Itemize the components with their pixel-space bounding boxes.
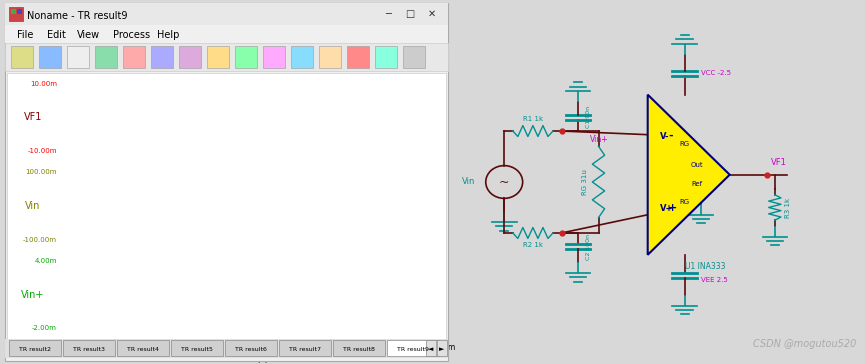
Text: Vin+: Vin+ (590, 135, 609, 144)
Text: R3 1k: R3 1k (785, 197, 791, 218)
Bar (171, 340, 223, 356)
Text: View: View (77, 30, 100, 40)
Text: ►: ► (439, 346, 445, 352)
Text: Out: Out (690, 162, 703, 169)
Bar (291, 46, 313, 68)
Bar (39, 46, 61, 68)
Text: Vin: Vin (25, 201, 41, 211)
Text: CSDN @mogutou520: CSDN @mogutou520 (753, 340, 857, 349)
Text: ─: ─ (385, 9, 391, 19)
Text: Vin: Vin (462, 178, 476, 186)
Text: 100.00m: 100.00m (25, 169, 57, 175)
Text: ~: ~ (499, 175, 509, 189)
Bar (5, 43, 448, 71)
Bar (9, 7, 23, 21)
Text: 4.00m: 4.00m (35, 258, 57, 264)
Text: 10.00m: 10.00m (30, 81, 57, 87)
Bar (5, 3, 448, 25)
Text: Edit: Edit (47, 30, 66, 40)
Text: R2 1k: R2 1k (523, 242, 543, 248)
Text: TR result8: TR result8 (343, 347, 375, 352)
Bar (11, 9, 16, 14)
Bar (387, 340, 439, 356)
Bar (279, 340, 331, 356)
Text: ✕: ✕ (428, 9, 436, 19)
Text: VF1: VF1 (24, 112, 42, 122)
Bar (5, 339, 448, 358)
Text: C2 100n: C2 100n (586, 234, 591, 260)
Text: TR result2: TR result2 (19, 347, 51, 352)
Text: TR result6: TR result6 (235, 347, 267, 352)
Text: TR result4: TR result4 (127, 347, 159, 352)
Bar (9, 340, 61, 356)
Bar (95, 46, 117, 68)
Bar (263, 46, 285, 68)
Text: -2.00m: -2.00m (32, 325, 57, 331)
Bar (7, 73, 446, 339)
Bar (67, 46, 89, 68)
Text: ◄: ◄ (428, 346, 433, 352)
Text: Vin+: Vin+ (22, 290, 45, 300)
Text: R1 1k: R1 1k (522, 116, 543, 122)
Bar (63, 340, 115, 356)
Text: -10.00m: -10.00m (28, 148, 57, 154)
Text: □: □ (406, 9, 414, 19)
Text: -100.00m: -100.00m (23, 237, 57, 243)
Bar (319, 46, 341, 68)
Text: V-: V- (660, 132, 670, 141)
Text: VF1: VF1 (771, 158, 786, 167)
Text: TR result5: TR result5 (181, 347, 213, 352)
Text: VEE 2.5: VEE 2.5 (701, 277, 727, 283)
Bar (333, 340, 385, 356)
Text: RG: RG (680, 199, 689, 205)
Text: Help: Help (157, 30, 179, 40)
X-axis label: Time (s): Time (s) (234, 355, 268, 364)
Bar (207, 46, 229, 68)
Text: Noname - TR result9: Noname - TR result9 (27, 11, 127, 21)
Bar (151, 46, 173, 68)
Bar (235, 46, 257, 68)
Polygon shape (648, 95, 730, 255)
Text: File: File (17, 30, 34, 40)
Bar (225, 340, 277, 356)
Bar (5, 25, 448, 43)
Text: TR result9: TR result9 (397, 347, 429, 352)
Bar (5, 3, 448, 361)
Bar (17, 9, 22, 14)
Text: RG: RG (680, 141, 689, 147)
Text: -: - (668, 131, 673, 141)
Text: VCC -2.5: VCC -2.5 (701, 70, 731, 76)
Text: +: + (668, 203, 677, 213)
Bar (403, 46, 425, 68)
Bar (347, 46, 369, 68)
Bar (375, 46, 397, 68)
Text: Process: Process (113, 30, 151, 40)
Bar (123, 46, 145, 68)
Text: TR result7: TR result7 (289, 347, 321, 352)
Text: TR result3: TR result3 (73, 347, 105, 352)
Bar (179, 46, 201, 68)
Text: RG 31u: RG 31u (582, 169, 588, 195)
Text: V+: V+ (660, 204, 674, 213)
Bar (437, 340, 447, 356)
Text: U1 INA333: U1 INA333 (685, 262, 726, 271)
Bar (11, 46, 33, 68)
Bar (117, 340, 169, 356)
Text: Ref: Ref (691, 181, 702, 187)
Text: C1 90n: C1 90n (586, 106, 591, 128)
Bar (426, 340, 436, 356)
